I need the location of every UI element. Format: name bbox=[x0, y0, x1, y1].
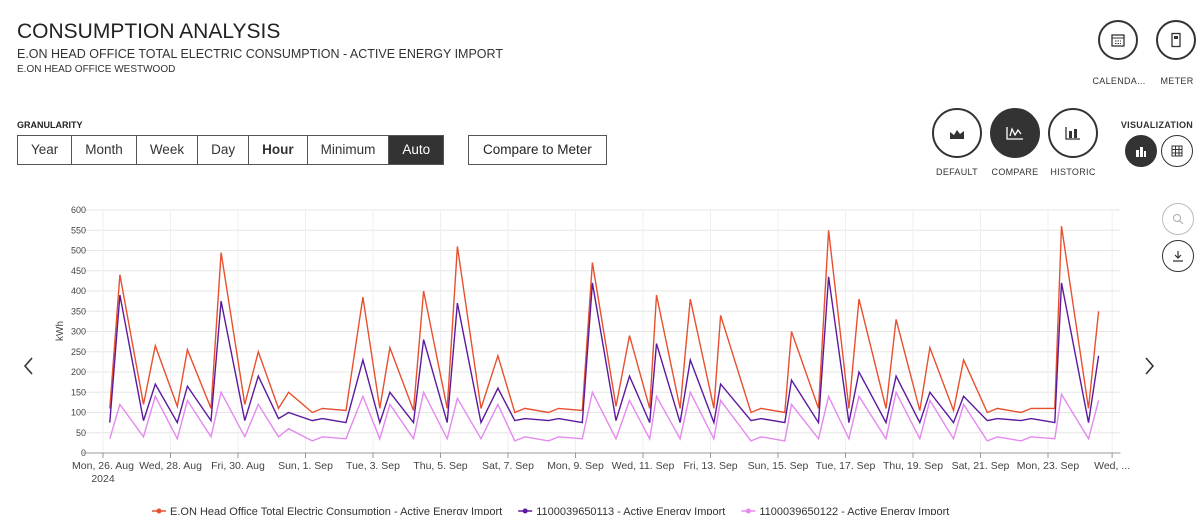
zoom-icon bbox=[1173, 214, 1184, 225]
y-tick-label: 200 bbox=[71, 367, 86, 377]
legend-label: E.ON Head Office Total Electric Consumpt… bbox=[170, 506, 502, 515]
bars-icon bbox=[1136, 147, 1146, 157]
x-tick-label: Wed, ... bbox=[1094, 460, 1131, 472]
granularity-option[interactable]: Hour bbox=[249, 136, 308, 164]
meter-label: METER bbox=[1160, 76, 1194, 86]
y-tick-label: 400 bbox=[71, 286, 86, 296]
x-tick-label: Tue, 3. Sep bbox=[346, 460, 400, 472]
meter-icon bbox=[1171, 32, 1181, 48]
legend-dot bbox=[745, 508, 751, 514]
y-tick-label: 100 bbox=[71, 408, 86, 418]
x-tick-label: Fri, 30. Aug bbox=[211, 460, 265, 472]
y-tick-label: 150 bbox=[71, 387, 86, 397]
x-tick-label: Wed, 11. Sep bbox=[611, 460, 675, 472]
view-label: COMPARE bbox=[991, 167, 1039, 177]
x-tick-label: Mon, 9. Sep bbox=[547, 460, 604, 472]
chart-view-button[interactable] bbox=[1125, 135, 1157, 167]
y-tick-label: 550 bbox=[71, 225, 86, 235]
y-tick-label: 300 bbox=[71, 327, 86, 337]
legend-dot bbox=[522, 508, 528, 514]
table-view-button[interactable] bbox=[1161, 135, 1193, 167]
y-tick-label: 450 bbox=[71, 266, 86, 276]
x-tick-label: Sat, 21. Sep bbox=[951, 460, 1010, 472]
prev-arrow[interactable] bbox=[22, 356, 36, 376]
granularity-option[interactable]: Auto bbox=[389, 136, 444, 164]
zoom-button[interactable] bbox=[1162, 203, 1194, 235]
y-axis-label: kWh bbox=[55, 321, 66, 341]
subtitle: E.ON HEAD OFFICE TOTAL ELECTRIC CONSUMPT… bbox=[17, 47, 503, 61]
x-tick-label: Mon, 23. Sep bbox=[1016, 460, 1080, 472]
x-tick-label: Sun, 1. Sep bbox=[278, 460, 333, 472]
granularity-option[interactable]: Week bbox=[137, 136, 199, 164]
meter-button[interactable] bbox=[1156, 20, 1196, 60]
view-label: HISTORIC bbox=[1050, 167, 1096, 177]
series-line bbox=[109, 226, 1100, 414]
granularity-option[interactable]: Minimum bbox=[308, 136, 390, 164]
x-tick-label: Sun, 15. Sep bbox=[747, 460, 809, 472]
calendar-icon bbox=[1111, 34, 1125, 47]
page-title: CONSUMPTION ANALYSIS bbox=[17, 20, 281, 43]
default-view-button[interactable] bbox=[932, 108, 982, 158]
x-tick-label: Tue, 17. Sep bbox=[815, 460, 876, 472]
y-tick-label: 350 bbox=[71, 306, 86, 316]
x-tick-label: Mon, 26. Aug 2024 bbox=[72, 460, 134, 485]
calendar-label: CALENDA... bbox=[1092, 76, 1146, 86]
historic-view-button[interactable] bbox=[1048, 108, 1098, 158]
x-tick-label: Sat, 7. Sep bbox=[482, 460, 534, 472]
historic-icon bbox=[1065, 127, 1080, 140]
x-tick-label: Thu, 19. Sep bbox=[882, 460, 944, 472]
download-button[interactable] bbox=[1162, 240, 1194, 272]
granularity-bar: Year Month Week Day Hour Minimum Auto bbox=[17, 135, 445, 165]
y-tick-label: 500 bbox=[71, 246, 86, 256]
compare-icon bbox=[1006, 127, 1023, 140]
visualization-label: VISUALIZATION bbox=[1120, 120, 1194, 130]
download-icon bbox=[1173, 251, 1183, 262]
series-line bbox=[109, 276, 1100, 426]
x-tick-label: Fri, 13. Sep bbox=[683, 460, 738, 472]
calendar-button[interactable] bbox=[1098, 20, 1138, 60]
x-tick-label: Wed, 28. Aug bbox=[139, 460, 202, 472]
table-icon bbox=[1171, 145, 1183, 157]
x-tick-label: Thu, 5. Sep bbox=[413, 460, 468, 472]
legend-label: 1100039650122 - Active Energy Import bbox=[759, 506, 949, 515]
y-tick-label: 50 bbox=[76, 428, 86, 438]
y-tick-label: 600 bbox=[71, 205, 86, 215]
location: E.ON HEAD OFFICE WESTWOOD bbox=[17, 64, 176, 75]
series-line bbox=[109, 390, 1100, 442]
granularity-option[interactable]: Day bbox=[198, 136, 250, 164]
view-label: DEFAULT bbox=[936, 167, 978, 177]
legend-label: 1100039650113 - Active Energy Import bbox=[536, 506, 725, 515]
legend-dot bbox=[156, 508, 162, 514]
y-tick-label: 250 bbox=[71, 347, 86, 357]
granularity-option[interactable]: Year bbox=[18, 136, 73, 164]
default-icon bbox=[950, 130, 964, 139]
y-tick-label: 0 bbox=[81, 448, 86, 458]
compare-button[interactable]: Compare to Meter bbox=[468, 135, 607, 165]
compare-view-button[interactable] bbox=[990, 108, 1040, 158]
next-arrow[interactable] bbox=[1142, 356, 1156, 376]
granularity-option[interactable]: Month bbox=[72, 136, 137, 164]
granularity-label: GRANULARITY bbox=[17, 120, 83, 130]
